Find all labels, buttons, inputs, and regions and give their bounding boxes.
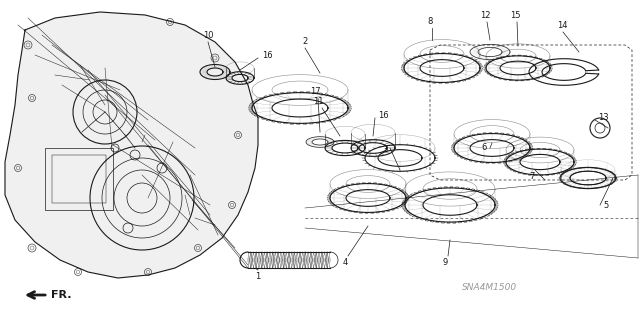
Text: 13: 13 xyxy=(598,114,609,122)
Text: 1: 1 xyxy=(255,272,260,281)
Text: 10: 10 xyxy=(203,31,213,40)
Text: 11: 11 xyxy=(313,97,323,106)
Text: 9: 9 xyxy=(442,258,447,267)
Text: 3: 3 xyxy=(383,145,388,154)
Text: 5: 5 xyxy=(603,202,608,211)
Text: 2: 2 xyxy=(302,37,308,46)
Text: 14: 14 xyxy=(557,21,567,30)
Text: SNA4M1500: SNA4M1500 xyxy=(463,284,518,293)
Text: 17: 17 xyxy=(310,87,320,96)
Bar xyxy=(52,155,106,203)
Text: FR.: FR. xyxy=(51,290,72,300)
Text: 7: 7 xyxy=(529,172,534,181)
Polygon shape xyxy=(5,12,258,278)
Text: 6: 6 xyxy=(482,144,487,152)
Text: 12: 12 xyxy=(480,11,490,20)
Text: 15: 15 xyxy=(509,11,520,20)
Bar xyxy=(45,148,113,210)
Text: 8: 8 xyxy=(428,17,433,26)
Text: 4: 4 xyxy=(342,258,348,267)
Text: 16: 16 xyxy=(262,51,273,61)
Text: 16: 16 xyxy=(378,112,388,121)
